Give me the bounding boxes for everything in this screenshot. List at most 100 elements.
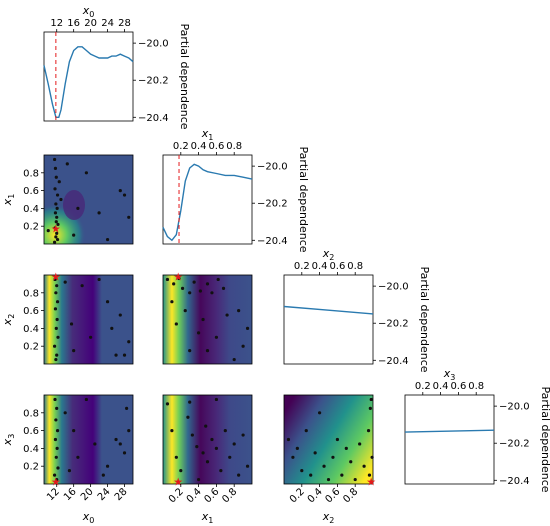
sample-point: [72, 429, 76, 433]
sample-point: [245, 464, 250, 468]
bottom-axis-x2: 0.20.40.60.8 x2: [288, 484, 360, 525]
sample-point: [188, 400, 192, 404]
y-tick-label: 0.6: [23, 186, 39, 197]
y-axis-label-x1: x1: [1, 194, 16, 207]
x-axis-label-x1: x1: [201, 127, 214, 142]
sample-point: [179, 469, 183, 473]
x-tick-label: 0.8: [341, 486, 360, 505]
sample-point: [127, 340, 131, 344]
y-tick-label-x3: −20.0: [499, 402, 530, 413]
sample-point: [54, 418, 58, 422]
x-tick-label: 0.4: [306, 486, 325, 505]
sample-point: [210, 437, 214, 442]
x-axis-label-x1: x1: [201, 510, 214, 525]
best-star-marker: ★: [51, 476, 61, 489]
pd-frame-x3: [404, 394, 495, 485]
y-tick-label: 0.2: [23, 342, 39, 353]
sample-point: [165, 402, 170, 406]
sample-point: [188, 349, 192, 353]
sample-point: [55, 317, 59, 322]
sample-point: [54, 326, 58, 330]
contour-panel-x0-x2: ★ 0.2 0.4 0.6 0.8 x2: [1, 270, 134, 365]
x-tick-label-x2: 0.2: [294, 261, 310, 272]
pd-curve-x1: [162, 163, 253, 242]
y-axis-label-x3: Partial dependence: [539, 386, 550, 492]
sample-point: [362, 464, 366, 468]
pd-frame-x2: [283, 274, 374, 365]
sample-point: [110, 326, 114, 330]
sample-point: [55, 406, 59, 410]
sample-point: [180, 286, 185, 290]
sample-point: [183, 309, 187, 313]
y-tick-label: 0.8: [23, 288, 39, 299]
sample-point: [205, 282, 210, 286]
sample-point: [55, 231, 59, 235]
x-tick-label-x3: 0.6: [450, 381, 466, 392]
sample-point: [105, 300, 110, 304]
sample-point: [225, 313, 229, 317]
contour-frame: [43, 394, 134, 485]
sample-point: [237, 309, 241, 313]
sample-point: [46, 229, 50, 233]
y-tick-label-x3: −20.4: [499, 476, 530, 487]
sample-point: [300, 469, 304, 473]
sample-point: [223, 429, 227, 433]
contour-field: [44, 275, 133, 364]
sample-point: [286, 437, 291, 442]
sample-point: [54, 291, 58, 295]
sample-point: [216, 277, 220, 282]
sample-point: [55, 446, 59, 450]
sample-point: [195, 445, 199, 449]
sample-point: [197, 477, 201, 482]
sample-point: [219, 469, 223, 473]
sample-point: [318, 411, 322, 415]
sample-point: [214, 397, 218, 402]
sample-point: [55, 215, 59, 219]
y-axis-label-x0: Partial dependence: [178, 23, 191, 129]
x-tick-label: 0.2: [167, 486, 186, 505]
sample-point: [190, 433, 194, 437]
contour-basin: [63, 190, 85, 220]
sample-point: [370, 455, 374, 459]
sample-point: [313, 451, 317, 455]
sample-point: [322, 464, 326, 468]
y-tick-label: 0.8: [23, 168, 39, 179]
sample-point: [125, 406, 129, 410]
contour-panel-x0-x3: ★ 0.2 0.4 0.6 0.8 x3: [1, 394, 134, 489]
x-tick-label-x1: 0.4: [191, 141, 207, 152]
sample-point: [55, 477, 59, 482]
x-tick-label-x2: 0.8: [347, 261, 363, 272]
sample-point: [174, 322, 178, 326]
x-tick-label: 12: [45, 486, 62, 503]
contour-panel-x2-x3: ★: [283, 394, 376, 489]
sample-point: [192, 280, 196, 284]
sample-point: [55, 429, 60, 433]
sample-point: [174, 455, 178, 459]
sample-point: [214, 446, 218, 450]
best-star-marker: ★: [173, 476, 183, 489]
sample-point: [84, 397, 88, 402]
bottom-axis-x1: 0.20.40.60.8 x1: [167, 484, 239, 525]
x-tick-label-x0: 16: [67, 18, 80, 29]
y-tick-label: 0.8: [23, 408, 39, 419]
sample-point: [55, 284, 59, 288]
y-tick-label-x1: −20.4: [257, 236, 288, 247]
sample-point: [97, 211, 101, 215]
sample-point: [165, 277, 170, 282]
y-tick-label-x0: −20.0: [138, 39, 169, 50]
sample-point: [84, 171, 88, 175]
sample-point: [55, 300, 60, 304]
x-tick-label-x3: 0.8: [468, 381, 484, 392]
sample-point: [63, 280, 67, 284]
x-tick-label: 28: [113, 486, 130, 503]
best-star-marker: ★: [51, 270, 61, 283]
sample-point: [291, 455, 295, 459]
sample-point: [369, 397, 373, 402]
sample-point: [309, 473, 313, 477]
sample-point: [53, 226, 57, 230]
sample-point: [170, 429, 174, 433]
sample-point: [295, 446, 299, 450]
x-tick-label-x0: 20: [84, 18, 97, 29]
sample-point: [205, 349, 210, 353]
